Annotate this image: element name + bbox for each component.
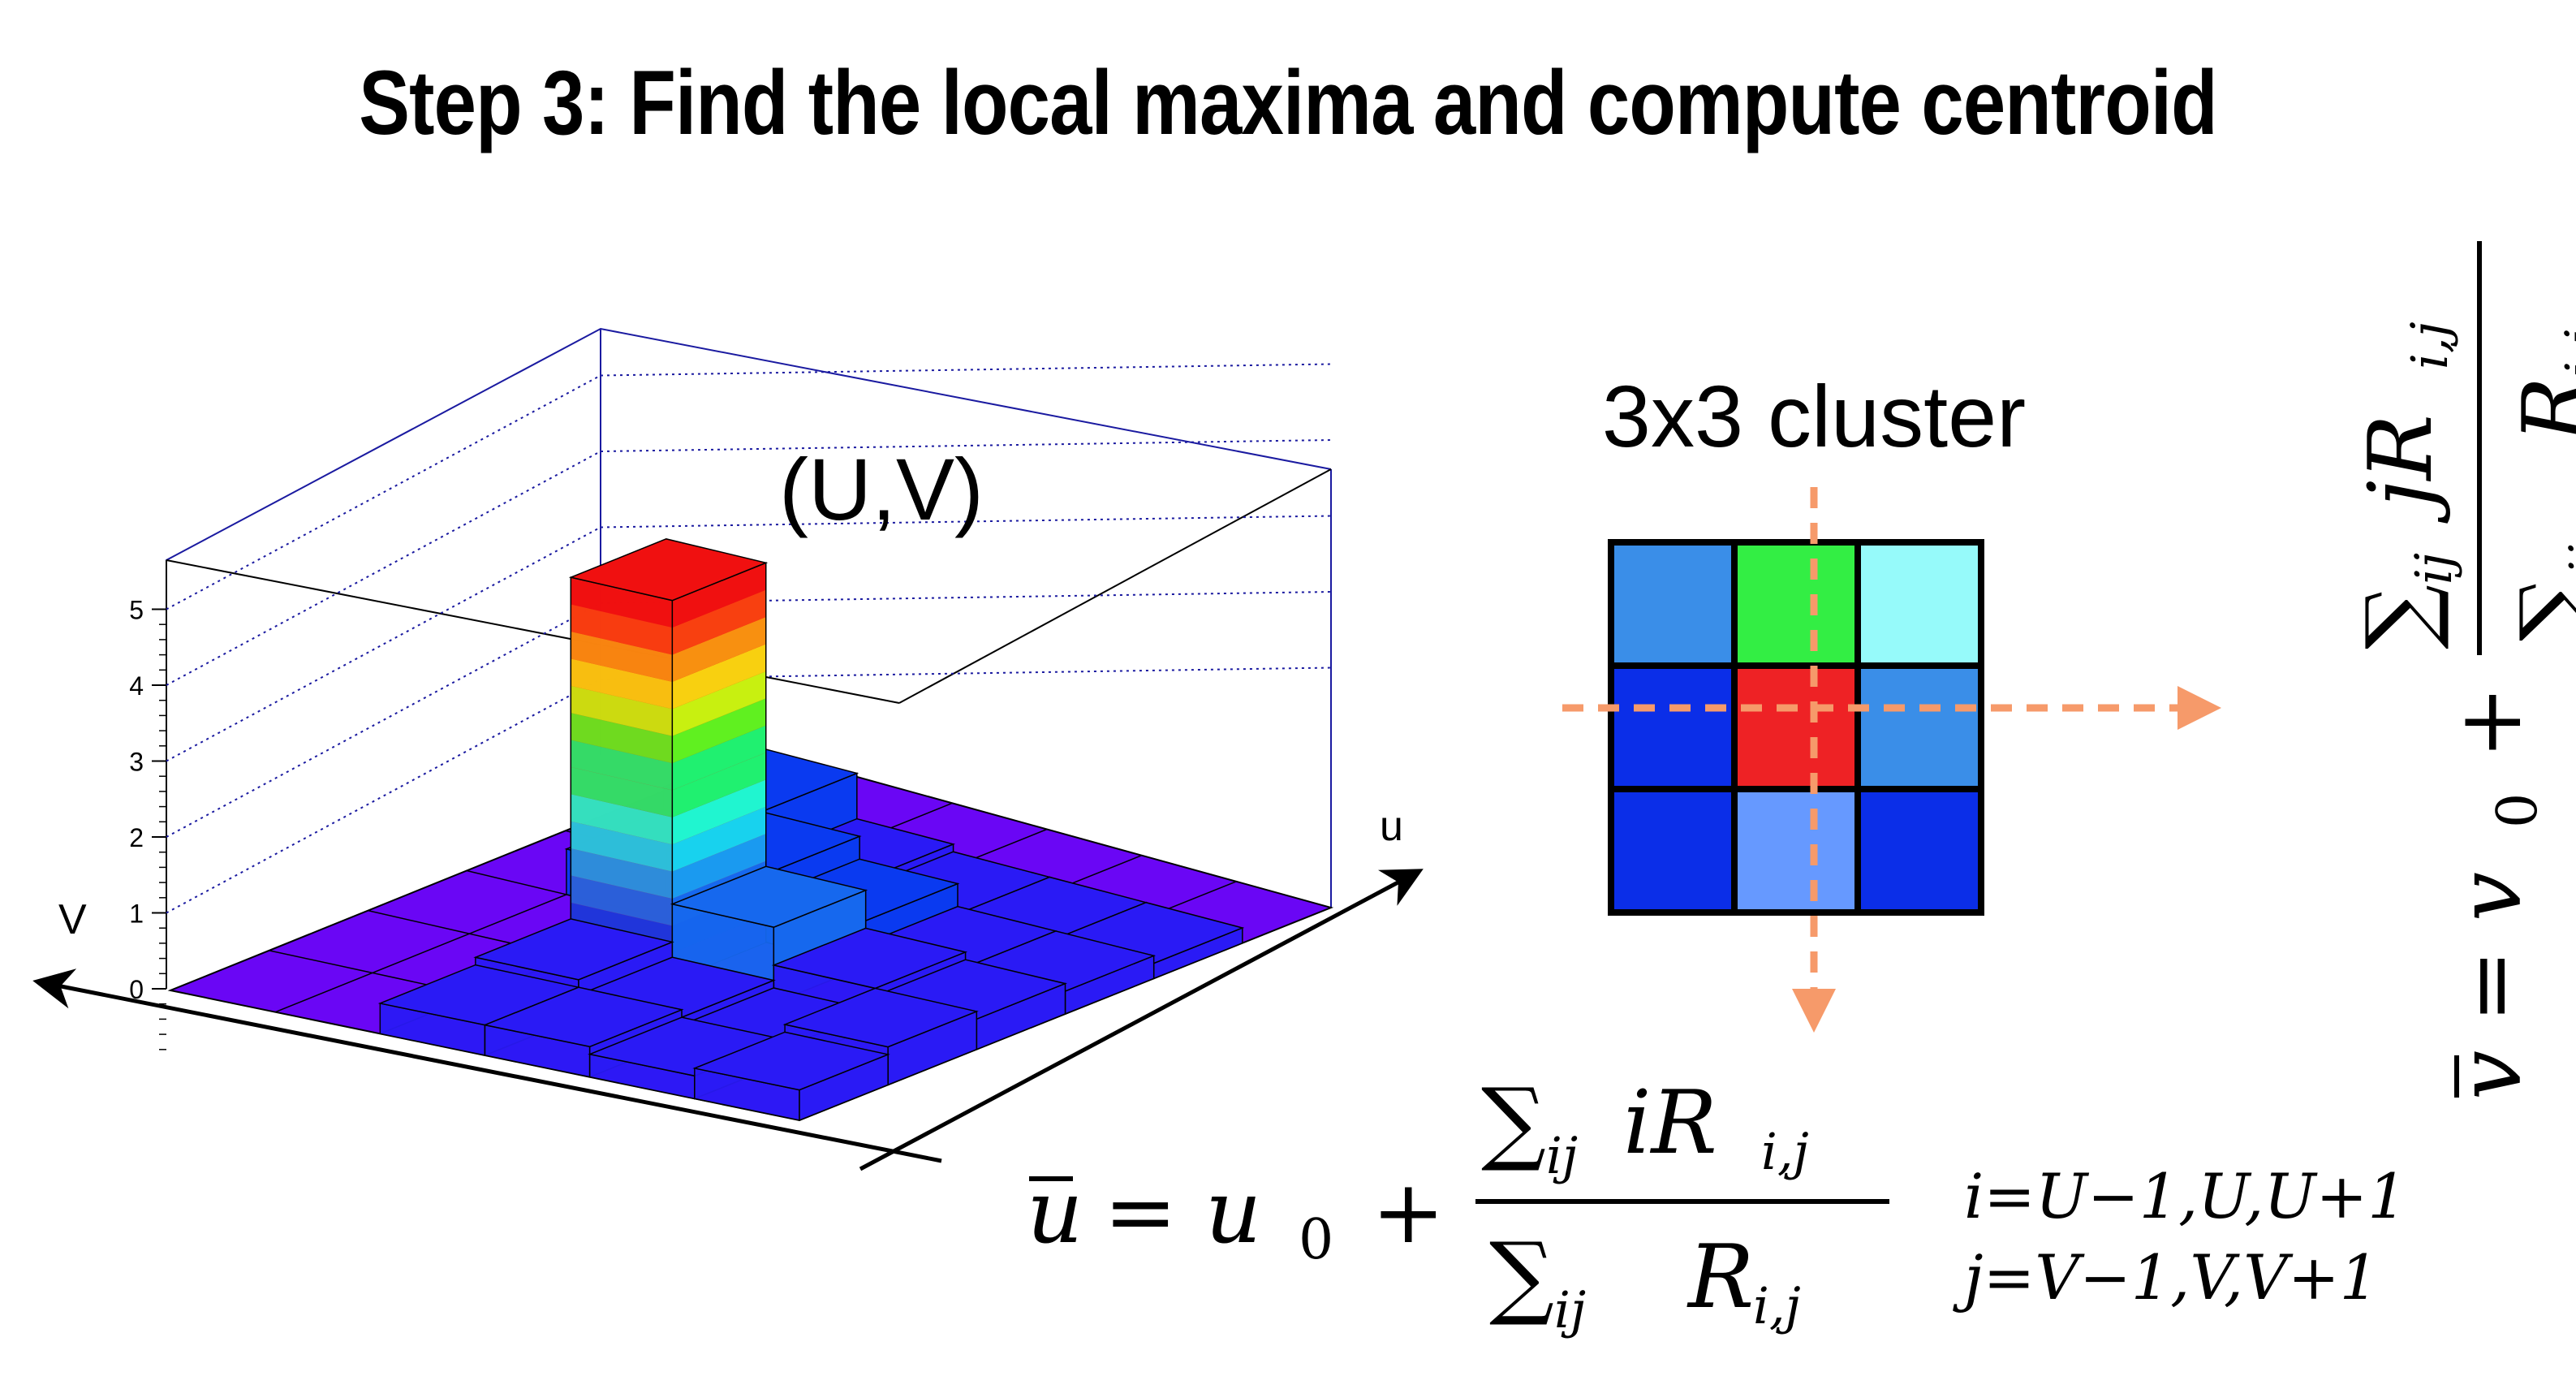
- bar-top-face: [771, 927, 968, 990]
- bar-gradient-band: [672, 779, 766, 845]
- cluster-cell: [1608, 786, 1738, 916]
- bar-gradient-band: [571, 685, 673, 736]
- z-axis-ticks: 0 1 2 3 4 5: [129, 363, 1332, 1050]
- numerator-v: jR: [2350, 414, 2452, 524]
- denominator-u: R: [1686, 1227, 1754, 1328]
- bar-gradient-band: [571, 848, 673, 899]
- sum-sub-den-v: ij: [2558, 545, 2576, 576]
- bar-gradient-band: [571, 713, 673, 764]
- sum-sub-num-u: ij: [1546, 1126, 1578, 1185]
- plus-sign-v: +: [2440, 686, 2541, 760]
- sum-symbol-den-u: ∑: [1489, 1223, 1554, 1329]
- cluster-cell: [1731, 786, 1861, 916]
- cluster-label: 3x3 cluster: [1602, 367, 2026, 465]
- bar-top-face: [670, 865, 868, 928]
- bar-gradient-band: [571, 740, 673, 791]
- frame-diagonal: [166, 559, 900, 704]
- z-gridline: [166, 678, 601, 914]
- cluster-cell: [1608, 539, 1738, 669]
- bar-gradient-band: [672, 753, 766, 817]
- z-gridline: [166, 451, 601, 686]
- z-gridline: [166, 526, 601, 762]
- sum-sub-num-v: ij: [2404, 553, 2463, 585]
- sum-sub-den-u: ij: [1554, 1280, 1586, 1339]
- frame-diagonal-2: [898, 468, 1332, 704]
- bar-gradient-band: [571, 821, 673, 872]
- u0-subscript: 0: [1299, 1208, 1333, 1272]
- z-tick-label: 2: [129, 823, 144, 852]
- v-axis-label: V: [58, 896, 87, 943]
- bar-gradient-band: [672, 563, 766, 628]
- cluster-diagram: 3x3 cluster: [1562, 367, 2221, 1033]
- sum-symbol-den-v: ∑: [2501, 576, 2576, 641]
- denominator-v-sub: i,j: [2554, 330, 2576, 377]
- bar-gradient-band: [571, 577, 673, 628]
- cluster-cell: [1731, 539, 1861, 669]
- z-tick-label: 5: [129, 596, 144, 625]
- v-centroid-formula: v = v 0 + ∑ ij jR i,j ∑ ij R i,j: [2347, 241, 2576, 1100]
- bar-gradient-band: [672, 698, 766, 764]
- z-gridline: [600, 666, 1332, 680]
- numerator-u-sub: i,j: [1761, 1122, 1809, 1181]
- sum-symbol-num-v: ∑: [2347, 585, 2453, 649]
- bar-gradient-band: [672, 644, 766, 710]
- v-equals-v0: = v: [2440, 872, 2541, 1023]
- z-gridline: [600, 515, 1332, 528]
- u-axis-arrow: [859, 869, 1424, 1171]
- histogram-bar: [692, 1031, 890, 1122]
- z-gridline: [600, 591, 1332, 604]
- bar-gradient-band: [571, 875, 673, 926]
- z-tick-label: 4: [129, 671, 144, 701]
- bar-gradient-band: [672, 589, 766, 655]
- cluster-cell: [1854, 786, 1984, 916]
- bar-gradient-band: [672, 671, 766, 736]
- bar-top-face: [692, 1031, 890, 1091]
- bar-gradient-band: [571, 794, 673, 845]
- numerator-v-sub: i,j: [2400, 321, 2459, 369]
- bar-gradient-band: [571, 766, 673, 817]
- bar-gradient-band: [672, 806, 766, 872]
- bar-top-face: [473, 918, 674, 981]
- range-i: i=U−1,U,U+1: [1964, 1160, 2407, 1232]
- v-axis-arrow: [32, 968, 942, 1163]
- sum-symbol-num-u: ∑: [1481, 1069, 1546, 1175]
- slide-title: Step 3: Find the local maxima and comput…: [359, 52, 2217, 153]
- bar-top-face: [568, 538, 769, 602]
- range-j: j=V−1,V,V+1: [1953, 1241, 2379, 1314]
- denominator-u-sub: i,j: [1753, 1276, 1801, 1335]
- bar-gradient-band: [571, 658, 673, 710]
- bar-top-face: [482, 986, 684, 1048]
- u-centroid-formula: u = u 0 + ∑ ij iR i,j ∑ ij R i,j: [1027, 1069, 1889, 1339]
- z-gridline: [600, 439, 1332, 452]
- bar-gradient-band: [672, 725, 766, 791]
- histogram-bars: [377, 538, 1245, 1122]
- peak-label: (U,V): [779, 440, 984, 538]
- cluster-cell: [1608, 662, 1738, 792]
- z-tick-label: 1: [129, 899, 144, 929]
- u-equals-u0: = u: [1104, 1162, 1261, 1263]
- cluster-cell: [1854, 539, 1984, 669]
- cluster-cell: [1731, 662, 1861, 792]
- bar-gradient-band: [571, 631, 673, 682]
- cluster-cell: [1854, 662, 1984, 792]
- cluster-grid: [1608, 539, 1984, 916]
- lego-histogram: 0 1 2 3 4 5 (U,V) V u: [32, 327, 1424, 1171]
- bar-gradient-band: [672, 617, 766, 682]
- plus-sign-u: +: [1372, 1162, 1445, 1263]
- bar-gradient-band: [571, 604, 673, 655]
- u-axis-label: u: [1380, 803, 1403, 850]
- numerator-u: iR: [1623, 1072, 1717, 1174]
- v0-subscript: 0: [2486, 793, 2550, 828]
- z-gridline: [600, 363, 1332, 377]
- z-tick-label: 0: [129, 975, 144, 1004]
- histogram-frame: [166, 327, 1332, 989]
- z-gridline: [166, 602, 601, 838]
- z-tick-label: 3: [129, 748, 144, 777]
- bar-top-face: [782, 987, 979, 1048]
- denominator-v: R: [2505, 377, 2576, 444]
- z-gridline: [166, 374, 601, 610]
- bar-gradient-band: [672, 834, 766, 899]
